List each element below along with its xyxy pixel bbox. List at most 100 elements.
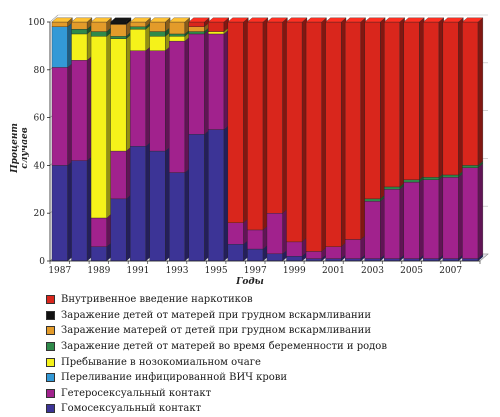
bar-top xyxy=(305,17,327,23)
legend-item: Переливание инфицированной ВИЧ крови xyxy=(46,370,387,386)
y-tick-label: 40 xyxy=(34,161,46,171)
bar-top xyxy=(364,17,386,23)
bar-segment xyxy=(403,181,420,259)
bar-top xyxy=(344,17,366,23)
bar-top xyxy=(71,17,93,23)
legend-swatch xyxy=(46,373,55,383)
x-tick-label: 2005 xyxy=(400,266,423,276)
bar-segment xyxy=(188,33,205,135)
legend-swatch xyxy=(46,357,55,367)
bar-segment xyxy=(129,28,146,51)
legend-label: Внутривенное введение наркотиков xyxy=(61,294,253,306)
bar-segment xyxy=(384,21,401,188)
bar-segment xyxy=(208,129,225,262)
bar-segment xyxy=(169,21,186,35)
bar-segment xyxy=(423,177,440,180)
bar-segment xyxy=(149,50,166,152)
bar-segment xyxy=(247,229,264,250)
bar-segment xyxy=(227,222,244,245)
bar-segment xyxy=(188,31,205,35)
legend-label: Пребывание в нозокомиальном очаге xyxy=(61,356,261,368)
bar-segment-side xyxy=(477,163,483,259)
bar-segment xyxy=(169,33,186,37)
legend-item: Внутривенное введение наркотиков xyxy=(46,292,387,308)
bar-segment xyxy=(344,21,361,240)
x-tick-label: 2001 xyxy=(322,266,345,276)
bar-segment xyxy=(110,24,127,37)
bar-segment xyxy=(149,31,166,37)
bar-segment xyxy=(325,21,342,247)
bar-segment xyxy=(208,33,225,130)
legend-item: Пребывание в нозокомиальном очаге xyxy=(46,354,387,370)
bar-segment xyxy=(208,21,225,32)
x-tick-label: 1993 xyxy=(166,266,189,276)
x-axis-label: Годы xyxy=(236,277,264,287)
bar-segment xyxy=(71,33,88,61)
x-tick-label: 1999 xyxy=(283,266,306,276)
bar-segment xyxy=(110,198,127,262)
legend-label: Заражение детей от матерей во время бере… xyxy=(61,341,387,353)
y-tick-label: 20 xyxy=(34,209,46,219)
bar-segment xyxy=(51,67,68,166)
y-tick-label: 0 xyxy=(39,257,45,267)
bar-top xyxy=(403,17,425,23)
bar-segment xyxy=(169,172,186,262)
stacked-bar-chart: 0 20 40 60 80 100 1987 1989 1991 1993 1995 1997 1999… xyxy=(28,14,489,276)
legend-swatch xyxy=(46,295,55,305)
bar-segment xyxy=(149,36,166,51)
y-tick-label: 60 xyxy=(34,114,46,124)
legend-swatch xyxy=(46,342,55,352)
bar-top xyxy=(51,17,73,23)
bar-segment xyxy=(403,21,420,180)
bar-segment xyxy=(129,21,146,27)
bar-segment xyxy=(51,165,68,262)
bar-segment xyxy=(149,150,166,262)
bar-top xyxy=(90,17,112,23)
legend-item: Гомосексуальный контакт xyxy=(46,401,387,417)
bar-segment xyxy=(247,21,264,231)
bar-top xyxy=(286,17,308,23)
bar-top xyxy=(188,17,210,23)
bar-segment xyxy=(403,179,420,183)
bar-top xyxy=(129,17,151,23)
bar-top xyxy=(207,17,230,23)
legend-label: Переливание инфицированной ВИЧ крови xyxy=(61,372,288,384)
bar-segment xyxy=(305,21,322,252)
bar-segment xyxy=(188,134,205,262)
bar-segment xyxy=(129,26,146,30)
x-tick-label: 1995 xyxy=(205,266,228,276)
bar-segment xyxy=(90,21,107,32)
bar-top xyxy=(462,17,484,23)
x-tick-label: 2007 xyxy=(439,266,462,276)
bar-top xyxy=(227,17,249,23)
bar-segment xyxy=(227,21,244,223)
x-tick-label: 1997 xyxy=(244,266,267,276)
bar-segment xyxy=(71,28,88,35)
legend-swatch xyxy=(46,310,55,320)
bar-segment xyxy=(384,189,401,259)
bar-segment xyxy=(462,165,479,168)
y-axis-label: Процент случаев xyxy=(10,123,30,173)
y-tick-label: 100 xyxy=(28,18,45,28)
legend-label: Гомосексуальный контакт xyxy=(61,403,202,415)
bar-segment xyxy=(188,26,205,32)
x-tick-label: 2003 xyxy=(361,266,384,276)
bar-segment xyxy=(442,177,459,259)
bar-segment xyxy=(227,244,244,262)
bar-segment xyxy=(364,201,381,259)
bar-segment xyxy=(423,21,440,178)
bar-segment xyxy=(51,21,68,27)
bar-segment xyxy=(325,246,342,259)
x-tick-label: 1991 xyxy=(127,266,150,276)
bar-segment xyxy=(266,21,283,214)
legend: Внутривенное введение наркотиков Заражени… xyxy=(46,292,387,417)
bar-top xyxy=(266,17,288,23)
bar-segment xyxy=(90,31,107,37)
bar-top xyxy=(149,17,171,23)
bar-top xyxy=(110,17,132,23)
bar-segment xyxy=(384,186,401,190)
bar-segment xyxy=(462,167,479,259)
legend-swatch xyxy=(46,326,55,336)
bar-segment xyxy=(90,217,107,247)
legend-item: Заражение детей от матерей при грудном в… xyxy=(46,308,387,324)
